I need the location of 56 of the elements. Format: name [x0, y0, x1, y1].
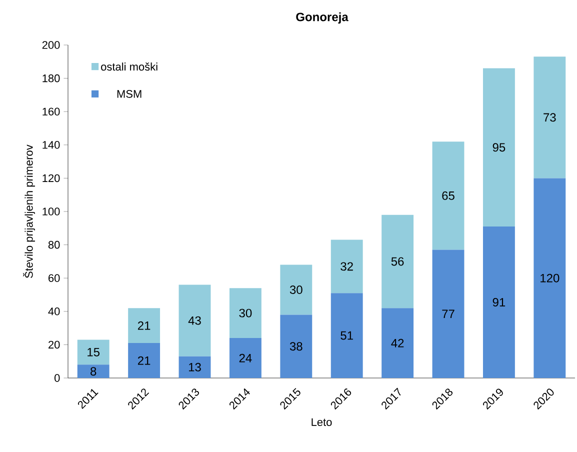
bar: [382, 214, 414, 308]
y-tick-label: 160: [42, 108, 60, 116]
bar: [128, 343, 160, 378]
data-label: 51: [340, 331, 353, 340]
data-label: 38: [290, 342, 302, 351]
legend-label: MSM: [117, 90, 142, 98]
data-label: 8: [90, 367, 96, 376]
bar: [330, 240, 363, 294]
bar: [534, 178, 566, 378]
data-label: 21: [138, 356, 150, 365]
y-tick-label: 100: [42, 208, 60, 216]
y-tick-label: 40: [48, 308, 60, 316]
data-label: 91: [492, 298, 506, 306]
bar: [77, 340, 110, 365]
bar: [432, 142, 464, 250]
data-label: 56: [391, 257, 404, 266]
data-label: 73: [544, 113, 556, 122]
x-axis-title: Leto: [312, 418, 332, 426]
data-label: 15: [88, 348, 100, 356]
bar: [382, 308, 414, 378]
data-label: 65: [442, 191, 454, 200]
bar: [280, 314, 312, 378]
chart-title: Gonoreja: [296, 12, 348, 24]
y-tick-label: 20: [48, 340, 60, 349]
y-tick-label: 140: [42, 141, 60, 149]
y-tick-label: 60: [48, 274, 60, 282]
y-tick-label: 0: [54, 374, 60, 382]
legend-label: ostali moški: [101, 62, 158, 71]
bar: [534, 56, 566, 178]
data-label: 43: [188, 316, 201, 325]
data-label: 32: [340, 262, 353, 271]
bar: [178, 284, 211, 356]
data-label: 30: [239, 308, 252, 318]
data-label: 24: [239, 354, 252, 362]
bar: [178, 356, 211, 378]
bar: [229, 288, 262, 338]
data-label: 120: [540, 274, 560, 282]
bar: [482, 68, 515, 226]
data-label: 42: [391, 338, 404, 348]
bar: [330, 293, 363, 378]
y-tick-label: 180: [42, 74, 60, 82]
data-label: 21: [138, 321, 150, 330]
bar: [229, 338, 262, 378]
data-label: 30: [290, 286, 302, 294]
data-label: 77: [442, 310, 454, 318]
bar: [280, 264, 312, 315]
data-label: 95: [492, 143, 506, 152]
y-tick-label: 200: [42, 41, 60, 49]
bar: [482, 226, 515, 378]
y-axis-title: Število prijavljenih primerov: [23, 144, 35, 278]
bar: [432, 250, 464, 378]
bar: [77, 364, 110, 378]
data-label: 13: [188, 362, 201, 372]
y-tick-label: 80: [48, 240, 60, 249]
bar: [128, 308, 160, 344]
y-tick-label: 120: [42, 174, 60, 182]
